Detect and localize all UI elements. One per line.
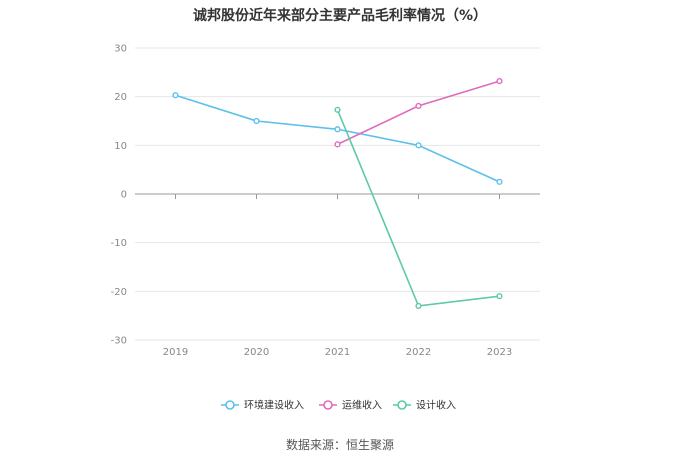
source-note: 数据来源：恒生聚源 — [285, 438, 394, 452]
data-point — [415, 142, 422, 149]
data-point — [253, 117, 260, 125]
chart-title: 诚邦股份近年来部分主要产品毛利率情况（%） — [192, 8, 488, 24]
data-point — [334, 141, 341, 148]
legend-marker — [397, 400, 407, 410]
y-tick-label: -10 — [111, 238, 127, 249]
series-line-3 — [336, 109, 500, 307]
y-tick-label: -20 — [111, 287, 127, 298]
x-tick-label: 2022 — [406, 347, 431, 358]
y-tick-label: 20 — [114, 92, 127, 103]
legend-item-label[interactable]: 设计收入 — [416, 399, 456, 412]
x-tick-label: 2023 — [487, 347, 512, 358]
legend-marker — [323, 400, 333, 410]
y-tick-label: -30 — [111, 336, 127, 347]
data-point — [172, 92, 179, 99]
x-tick-label: 2019 — [163, 347, 188, 358]
legend-marker — [225, 400, 235, 410]
x-tick-label: 2021 — [325, 347, 350, 358]
y-tick-label: 10 — [114, 141, 127, 152]
legend-item-label[interactable]: 运维收入 — [342, 399, 382, 412]
y-tick-label: 30 — [114, 44, 127, 55]
y-tick-label: 0 — [121, 190, 127, 201]
data-point — [334, 106, 341, 113]
x-tick-label: 2020 — [244, 347, 269, 358]
data-point — [496, 77, 503, 85]
data-point — [415, 102, 422, 110]
data-point — [415, 302, 422, 310]
data-point — [496, 178, 503, 185]
data-point — [496, 293, 503, 300]
legend-item-label[interactable]: 环境建设收入 — [244, 399, 304, 412]
data-point — [334, 126, 341, 133]
